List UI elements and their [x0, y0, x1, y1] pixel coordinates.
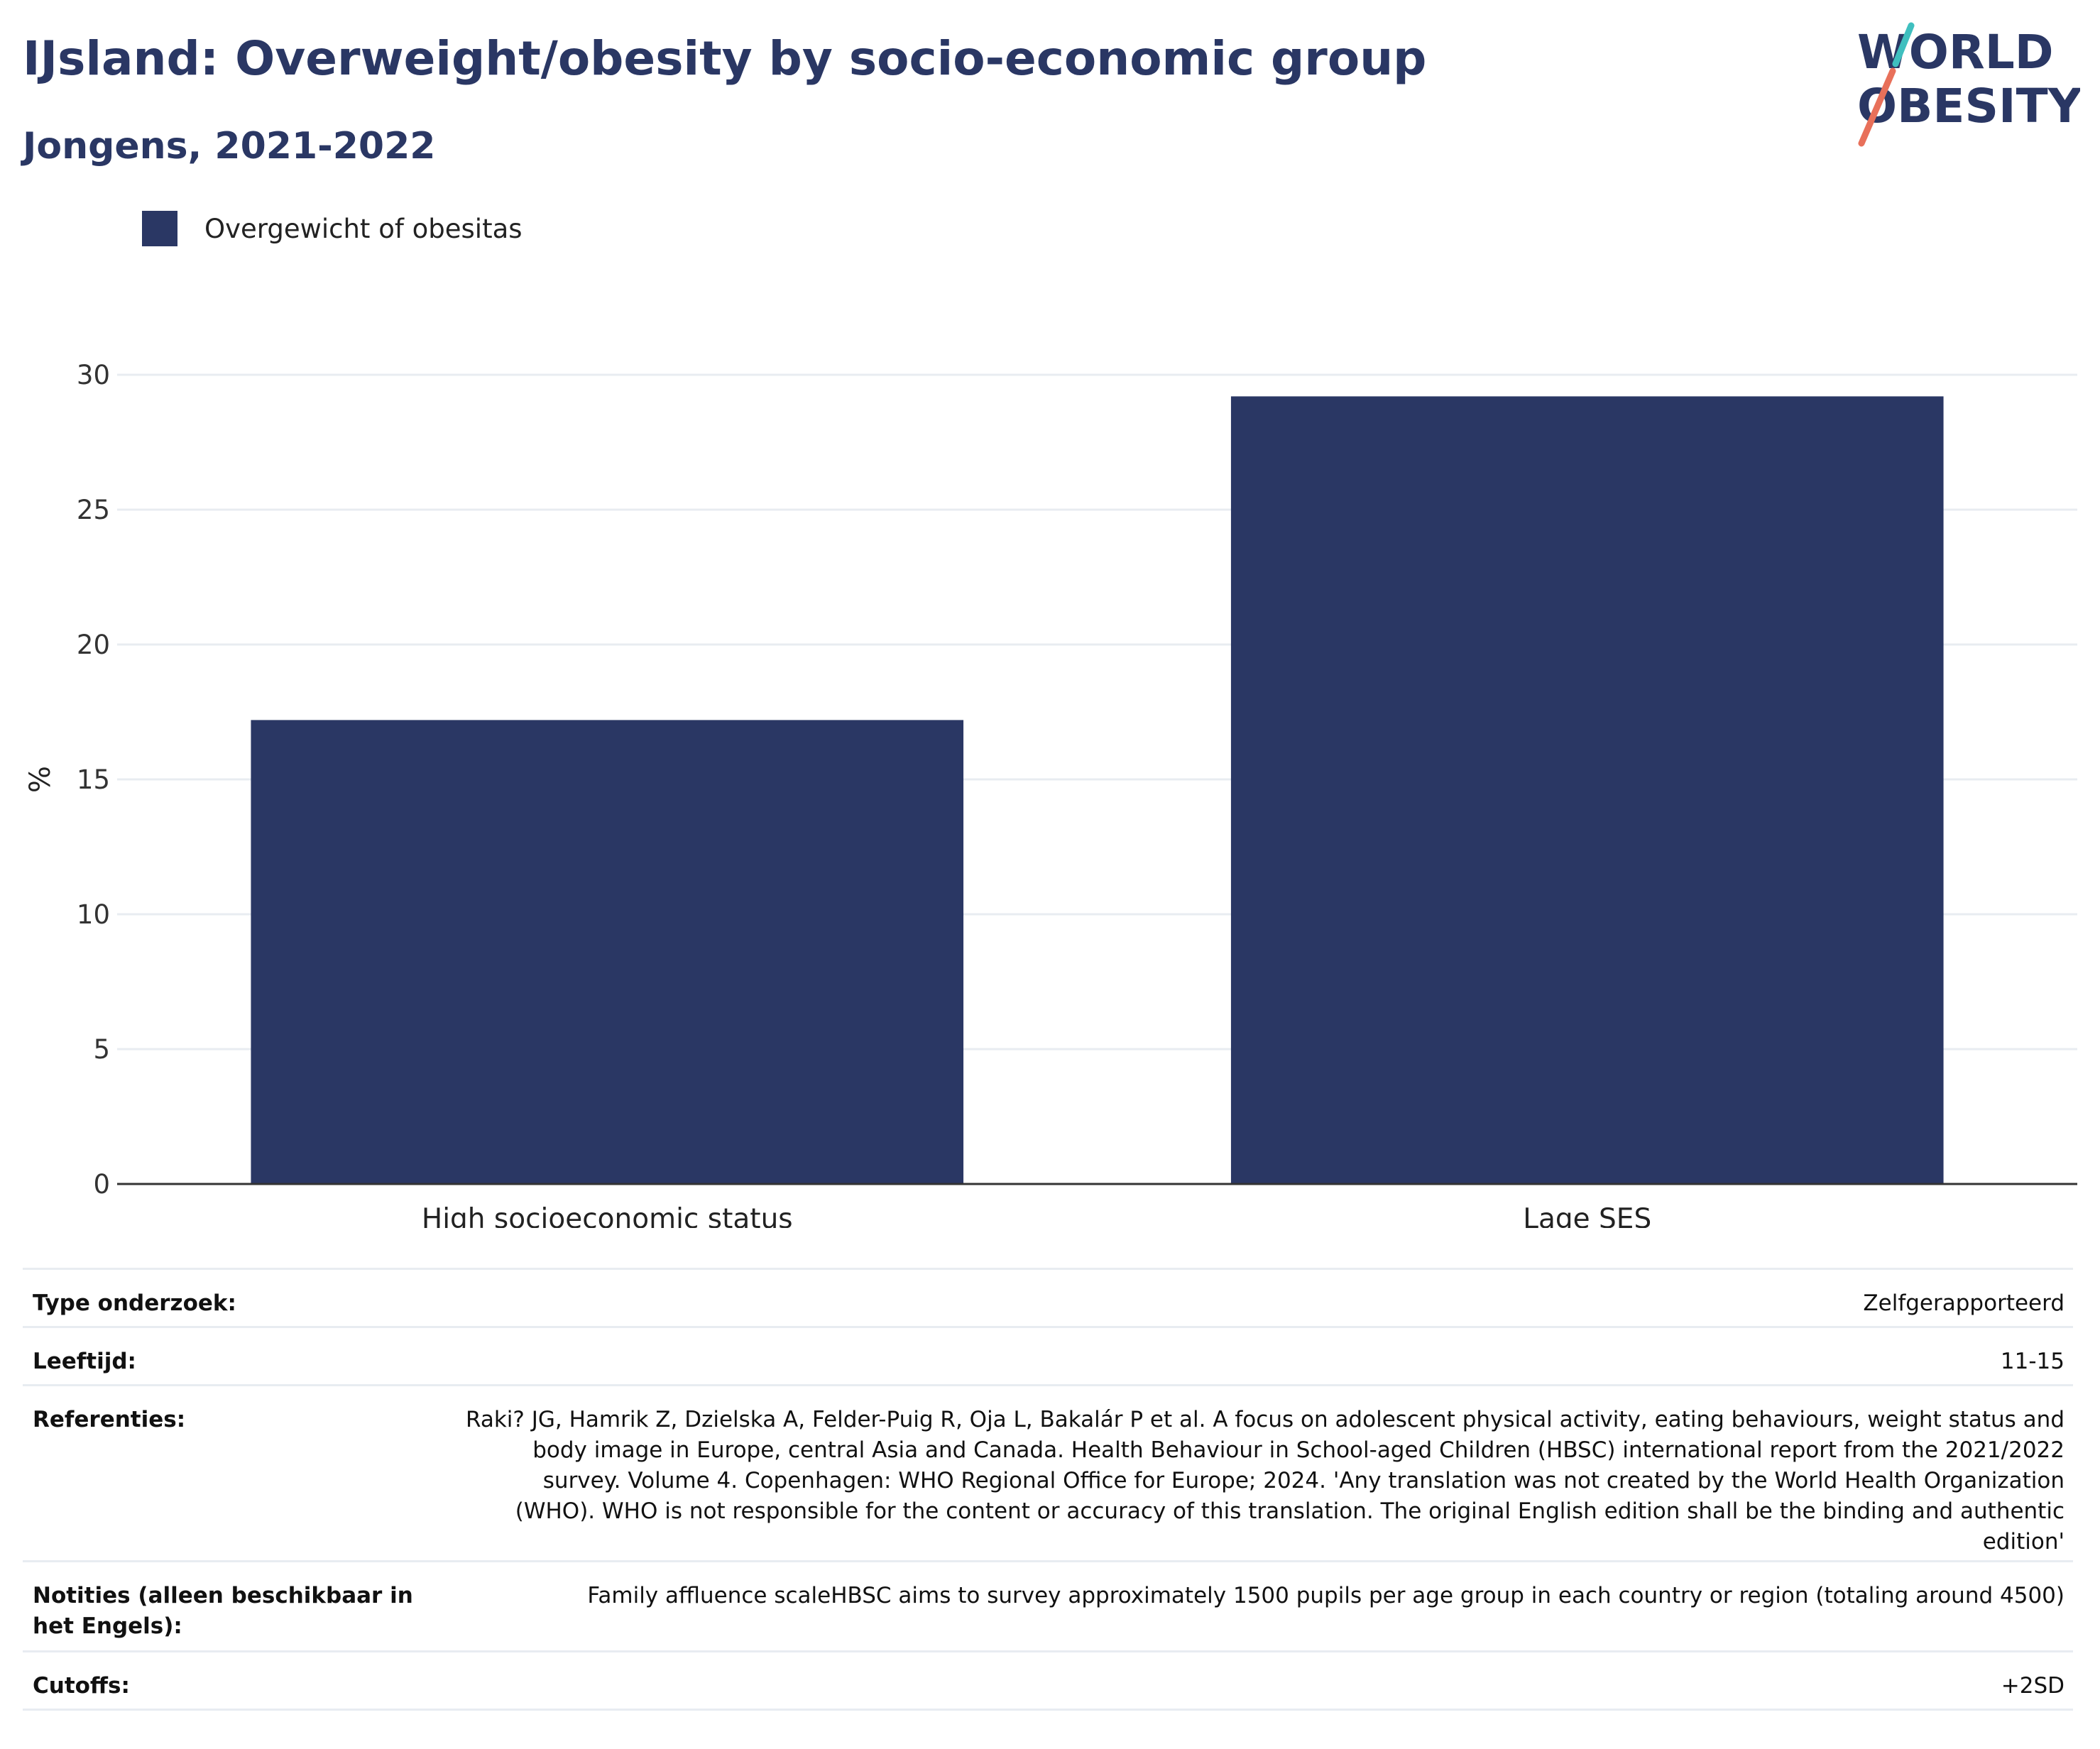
x-tick-label: Lage SES	[1523, 1203, 1651, 1228]
bar-chart: 0 5 10 15 20 25 30% High socioeconomic status La…	[24, 360, 2077, 1228]
bar-high-ses[interactable]	[251, 720, 964, 1184]
bar-lage-ses[interactable]	[1230, 396, 1944, 1184]
y-tick-label: 0	[93, 1169, 110, 1200]
meta-label: Referenties:	[33, 1407, 186, 1432]
meta-value: Raki? JG, Hamrik Z, Dzielska A, Felder-P…	[465, 1407, 2065, 1555]
page-title: IJsland: Overweight/obesity by socio-eco…	[23, 31, 1427, 86]
meta-label: Notities (alleen beschikbaar in het Enge…	[33, 1583, 413, 1639]
legend-swatch	[142, 211, 177, 246]
legend-label[interactable]: Overgewicht of obesitas	[204, 213, 523, 244]
logo-text-obesity: OBESITY	[1857, 79, 2080, 133]
meta-label: Type onderzoek:	[33, 1290, 236, 1316]
meta-row: Cutoffs: +2SD	[23, 1652, 2073, 1711]
meta-value: 11-15	[2000, 1349, 2065, 1374]
chart-legend: Overgewicht of obesitas	[142, 209, 523, 248]
meta-value: Family affluence scaleHBSC aims to surve…	[587, 1583, 2065, 1608]
y-tick-label: 10	[77, 899, 110, 930]
meta-row: Referenties: Raki? JG, Hamrik Z, Dzielska…	[23, 1386, 2073, 1562]
logo-slash-teal	[1892, 22, 1915, 67]
metadata-table: Type onderzoek: Zelfgerapporteerd Leeftijd…	[23, 1268, 2073, 1711]
y-axis-label: %	[24, 766, 57, 793]
logo-text-world: WORLD	[1857, 25, 2054, 80]
y-tick-label: 25	[77, 495, 110, 525]
meta-label: Leeftijd:	[33, 1349, 136, 1374]
y-tick-label: 15	[77, 764, 110, 795]
y-tick-label: 5	[93, 1034, 110, 1065]
meta-row: Type onderzoek: Zelfgerapporteerd	[23, 1270, 2073, 1328]
meta-value: +2SD	[2001, 1673, 2065, 1699]
meta-label: Cutoffs:	[33, 1673, 130, 1699]
y-tick-label: 20	[77, 630, 110, 660]
meta-row: Leeftijd: 11-15	[23, 1328, 2073, 1386]
y-tick-label: 30	[77, 360, 110, 390]
meta-row: Notities (alleen beschikbaar in het Enge…	[23, 1562, 2073, 1652]
logo-slash-coral	[1858, 67, 1896, 147]
page-subtitle: Jongens, 2021-2022	[23, 125, 436, 168]
x-tick-label: High socioeconomic status	[422, 1203, 793, 1228]
world-obesity-logo: WORLD OBESITY	[1857, 22, 2080, 147]
meta-value: Zelfgerapporteerd	[1863, 1290, 2065, 1316]
